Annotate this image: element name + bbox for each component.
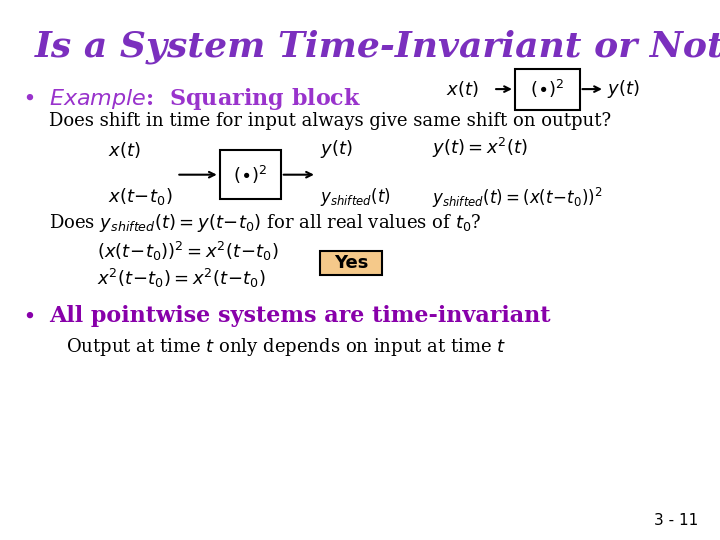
Text: $y_{\mathit{shifted}}(t) = (x(t\!-\!t_0))^2$: $y_{\mathit{shifted}}(t) = (x(t\!-\!t_0)… [432, 186, 603, 211]
Text: $y(t)$: $y(t)$ [320, 138, 353, 160]
Text: Yes: Yes [334, 254, 368, 272]
Text: $x(t\!-\!t_0)$: $x(t\!-\!t_0)$ [108, 186, 173, 207]
Text: $y(t) = x^2(t)$: $y(t) = x^2(t)$ [432, 136, 528, 160]
Text: $\bullet$: $\bullet$ [22, 86, 34, 106]
Text: 3 - 11: 3 - 11 [654, 513, 698, 528]
Text: All pointwise systems are time-invariant: All pointwise systems are time-invariant [49, 305, 551, 327]
Text: $x(t)$: $x(t)$ [446, 79, 479, 99]
FancyBboxPatch shape [220, 151, 281, 199]
Text: $x(t)$: $x(t)$ [108, 140, 140, 160]
Text: Is a System Time-Invariant or Not: Is a System Time-Invariant or Not [35, 30, 720, 64]
Text: $(x(t\!-\!t_0))^2 = x^2(t\!-\!t_0)$: $(x(t\!-\!t_0))^2 = x^2(t\!-\!t_0)$ [97, 240, 279, 264]
Text: Does $y_{\mathit{shifted}}(t) = y(t\!-\!t_0)$ for all real values of $t_0$?: Does $y_{\mathit{shifted}}(t) = y(t\!-\!… [49, 212, 482, 234]
FancyBboxPatch shape [320, 251, 382, 275]
Text: $x^2(t\!-\!t_0) = x^2(t\!-\!t_0)$: $x^2(t\!-\!t_0) = x^2(t\!-\!t_0)$ [97, 267, 266, 291]
Text: Does shift in time for input always give same shift on output?: Does shift in time for input always give… [49, 112, 611, 130]
Text: Output at time $t$ only depends on input at time $t$: Output at time $t$ only depends on input… [66, 336, 507, 358]
Text: $\bullet$: $\bullet$ [22, 305, 34, 325]
Text: $(\bullet)^2$: $(\bullet)^2$ [233, 164, 267, 186]
FancyBboxPatch shape [515, 69, 580, 110]
Text: $y_{\mathit{shifted}}(t)$: $y_{\mathit{shifted}}(t)$ [320, 186, 391, 208]
Text: $y(t)$: $y(t)$ [607, 78, 639, 100]
Text: $\mathit{Example}$:  Squaring block: $\mathit{Example}$: Squaring block [49, 86, 361, 112]
Text: $(\bullet)^2$: $(\bullet)^2$ [530, 78, 564, 100]
